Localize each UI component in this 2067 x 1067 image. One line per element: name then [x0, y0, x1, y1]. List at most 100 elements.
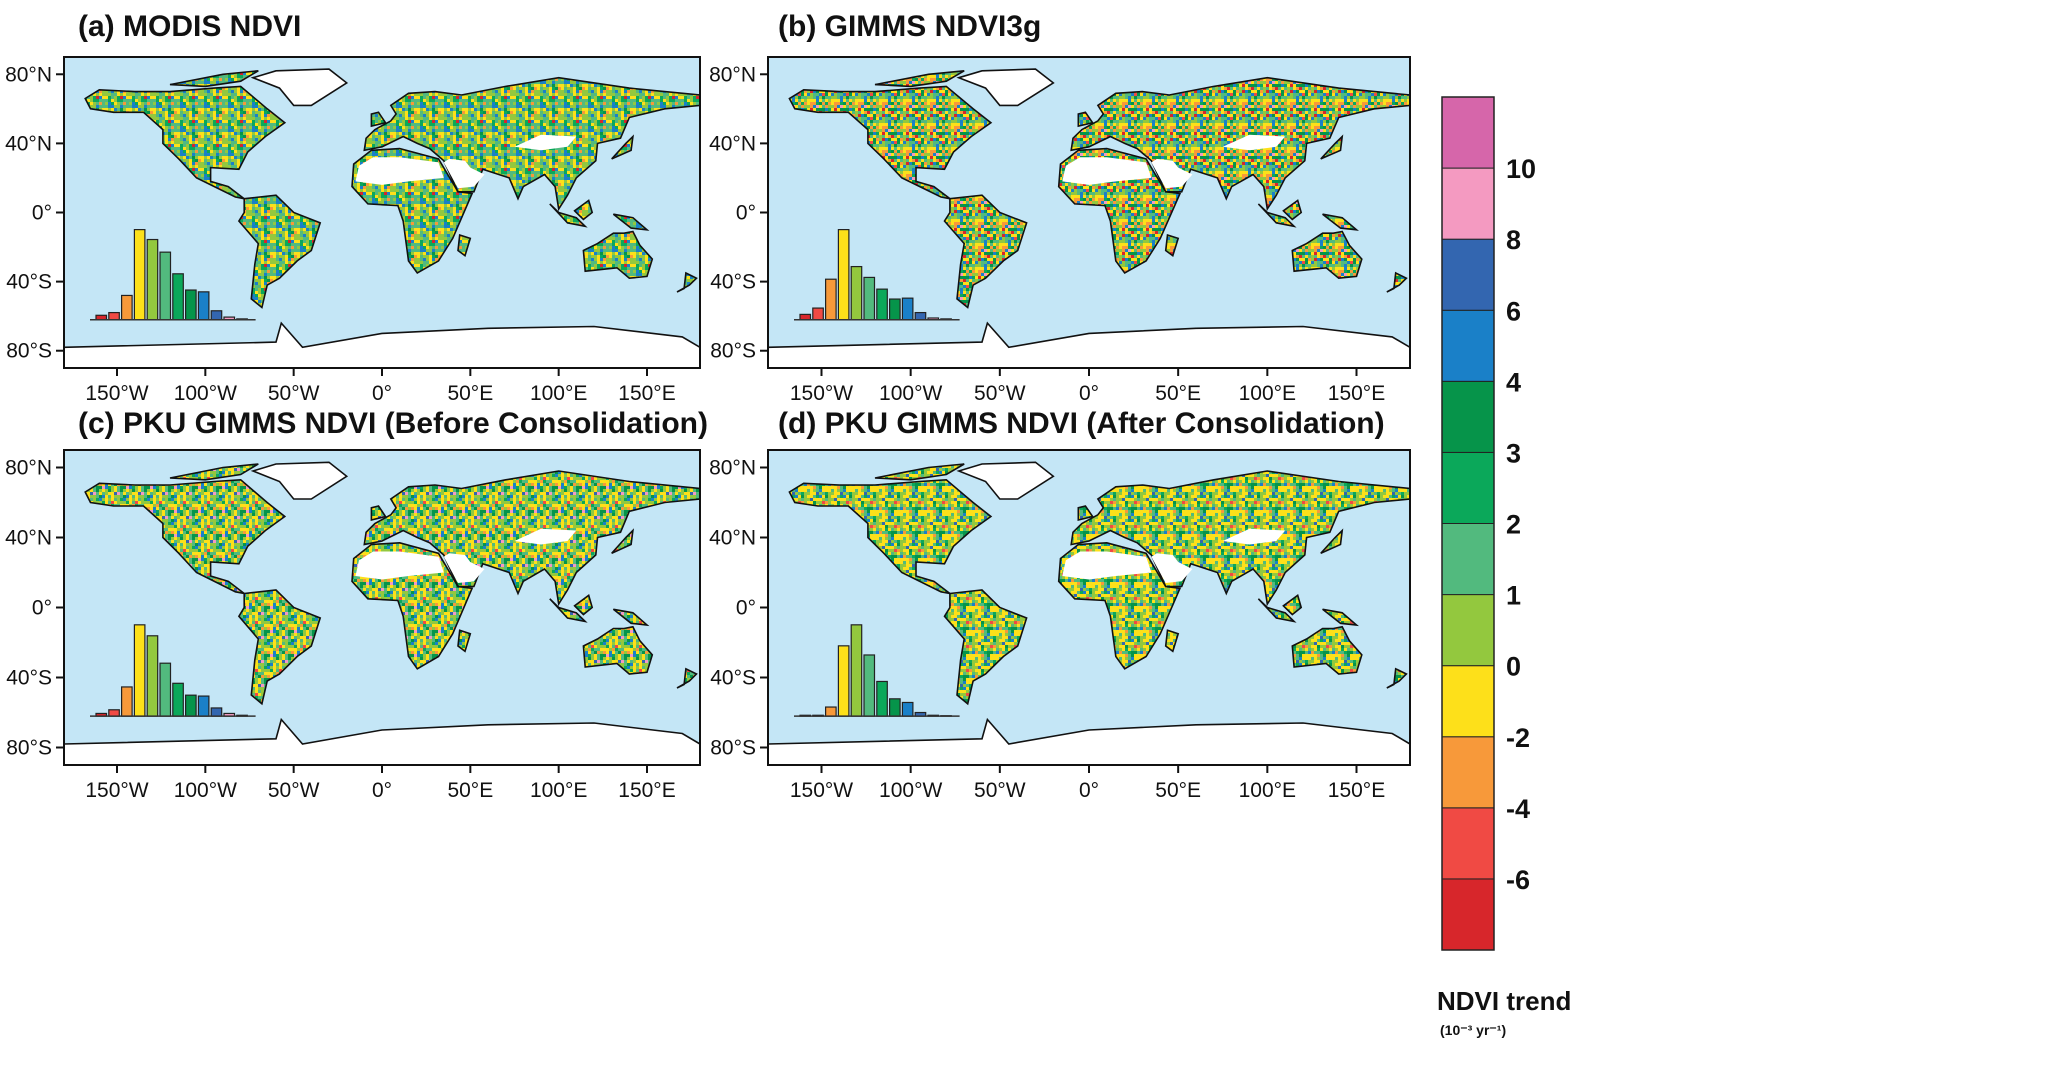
histogram-bar — [824, 706, 837, 717]
lon-tick-label: 0° — [1079, 779, 1099, 802]
colorbar-tick-label: -2 — [1506, 723, 1530, 753]
histogram-bar — [876, 288, 888, 321]
landmass-indo — [1257, 598, 1297, 623]
landmass-uk — [370, 111, 387, 128]
lon-tick-label: 150°E — [618, 382, 675, 405]
lat-tick-label: 40°S — [6, 271, 52, 294]
histogram-bar — [120, 294, 133, 321]
panel-b-title: (b) GIMMS NDVI3g — [778, 10, 1041, 43]
histogram-bar — [812, 307, 824, 321]
landmass-au — [1291, 230, 1363, 280]
colorbar-tick-label: 10 — [1506, 154, 1536, 184]
lon-tick-label: 150°W — [85, 779, 148, 802]
histogram-bar — [185, 289, 197, 321]
histogram-bar — [210, 707, 223, 717]
histogram-bar — [159, 662, 172, 717]
map-panel-a: 80°N 40°N 0° 40°S 80°S 150°W 100°W 50°W 0° 50°E 10… — [5, 56, 701, 405]
lat-tick-label: 40°S — [6, 667, 52, 690]
landmass-jp — [1320, 528, 1344, 555]
lat-tick-label: 40°S — [710, 667, 756, 690]
no-data-region-sahara — [1062, 157, 1152, 185]
landmass-nz — [676, 271, 698, 293]
landmass-mad — [457, 629, 472, 653]
map-panel-c: 80°N 40°N 0° 40°S 80°S 150°W 100°W 50°W 0° 50°E 10… — [5, 449, 701, 802]
lat-tick-label: 40°S — [710, 271, 756, 294]
histogram-inset-c — [90, 624, 256, 717]
lon-tick-label: 100°E — [530, 779, 587, 802]
landmass-mad — [457, 233, 472, 258]
histogram-bar — [185, 694, 197, 717]
landmass-jp — [1320, 134, 1344, 160]
landmass-nz — [1386, 271, 1408, 293]
colorbar-segment — [1441, 167, 1495, 240]
landmass-borneo — [1282, 593, 1303, 616]
histogram-bar — [197, 291, 210, 321]
histogram-inset-b — [794, 229, 960, 321]
lon-tick-label: 0° — [372, 779, 392, 802]
lon-tick-label: 100°W — [879, 382, 942, 405]
lat-tick-label: 40°N — [709, 132, 756, 155]
lat-tick-label: 80°N — [5, 63, 52, 86]
histogram-bar — [133, 624, 146, 717]
landmass-arctic — [169, 70, 259, 88]
histogram-bar — [863, 276, 876, 321]
lon-tick-label: 50°W — [268, 779, 320, 802]
colorbar-segment — [1441, 96, 1495, 169]
lon-tick-label: 100°E — [1239, 779, 1296, 802]
lon-tick-label: 100°W — [174, 382, 237, 405]
no-data-region-gl — [956, 68, 1055, 107]
colorbar-segment — [1441, 238, 1495, 311]
lon-tick-label: 100°W — [174, 779, 237, 802]
lon-tick-label: 150°W — [790, 382, 853, 405]
landmass-mad — [1164, 233, 1180, 258]
lat-tick-label: 0° — [736, 202, 756, 225]
landmass-au — [582, 625, 654, 675]
landmass-uk — [1077, 505, 1094, 522]
no-data-region-arabia — [1151, 553, 1193, 583]
colorbar-segment — [1441, 807, 1495, 880]
lat-tick-label: 80°S — [6, 340, 52, 363]
histogram-bar — [837, 229, 850, 321]
landmass-sa — [237, 589, 322, 706]
colorbar-tick-label: -4 — [1506, 794, 1530, 824]
histogram-inset-a — [90, 229, 256, 321]
colorbar-tick-label: -6 — [1506, 865, 1530, 895]
map-panel-d: 80°N 40°N 0° 40°S 80°S 150°W 100°W 50°W 0° 50°E 10… — [709, 449, 1411, 802]
lat-tick-label: 80°S — [6, 737, 52, 760]
colorbar-tick-label: 4 — [1506, 367, 1521, 397]
histogram-bar — [824, 278, 837, 321]
no-data-region-gobi — [514, 134, 577, 151]
landmass-sa — [237, 194, 322, 309]
lat-tick-label: 0° — [736, 597, 756, 620]
landmass-jp — [611, 528, 634, 555]
no-data-region-gl — [250, 68, 349, 107]
histogram-bar — [888, 298, 901, 321]
landmass-png — [1322, 213, 1360, 231]
landmass-png — [1322, 608, 1359, 627]
no-data-region-arabia — [443, 553, 485, 583]
lon-tick-label: 150°W — [85, 382, 148, 405]
colorbar-tick-label: 2 — [1506, 510, 1521, 540]
colorbar-tick-label: 0 — [1506, 652, 1521, 682]
landmass-borneo — [573, 593, 594, 616]
lat-tick-label: 40°N — [709, 527, 756, 550]
colorbar-segment — [1441, 736, 1495, 809]
histogram-bar — [197, 695, 210, 717]
histogram-bar — [159, 251, 172, 321]
lon-tick-label: 0° — [1079, 382, 1099, 405]
no-data-region-gobi — [514, 528, 577, 545]
lat-tick-label: 80°N — [5, 457, 52, 480]
landmass-sa — [943, 194, 1028, 309]
colorbar-frame — [1441, 96, 1495, 951]
histogram-bar — [799, 313, 812, 321]
landmass-borneo — [573, 199, 594, 221]
colorbar-segment — [1441, 309, 1495, 382]
lon-tick-label: 100°E — [1239, 382, 1296, 405]
landmass-na — [84, 85, 287, 200]
no-data-region-arabia — [443, 158, 485, 189]
histogram-bar — [837, 645, 850, 717]
histogram-bar — [108, 311, 120, 321]
histogram-bar — [863, 654, 876, 717]
map-panel-b: 80°N 40°N 0° 40°S 80°S 150°W 100°W 50°W 0° 50°E 10… — [709, 56, 1411, 405]
